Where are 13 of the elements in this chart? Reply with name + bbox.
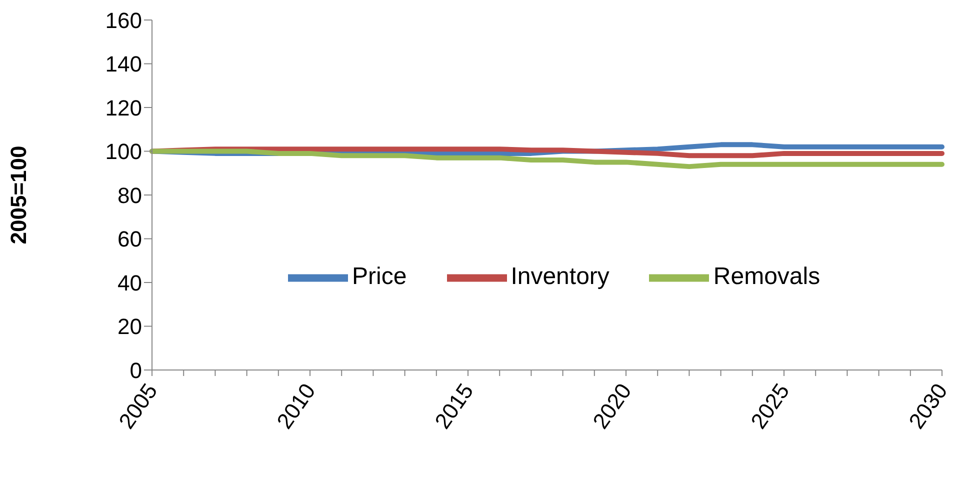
y-tick-label: 60 (118, 226, 142, 252)
y-tick-label: 120 (105, 95, 142, 120)
legend-label: Price (352, 263, 407, 290)
y-tick-label: 100 (105, 139, 142, 164)
y-axis-title: 2005=100 (6, 146, 31, 244)
y-tick-label: 80 (118, 182, 142, 208)
y-tick-label: 0 (130, 358, 142, 383)
y-tick-label: 20 (118, 314, 142, 340)
y-tick-label: 40 (118, 270, 142, 296)
legend-label: Removals (713, 263, 820, 290)
legend-label: Inventory (510, 263, 610, 290)
y-tick-label: 140 (105, 52, 142, 77)
y-tick-label: 160 (105, 8, 142, 33)
